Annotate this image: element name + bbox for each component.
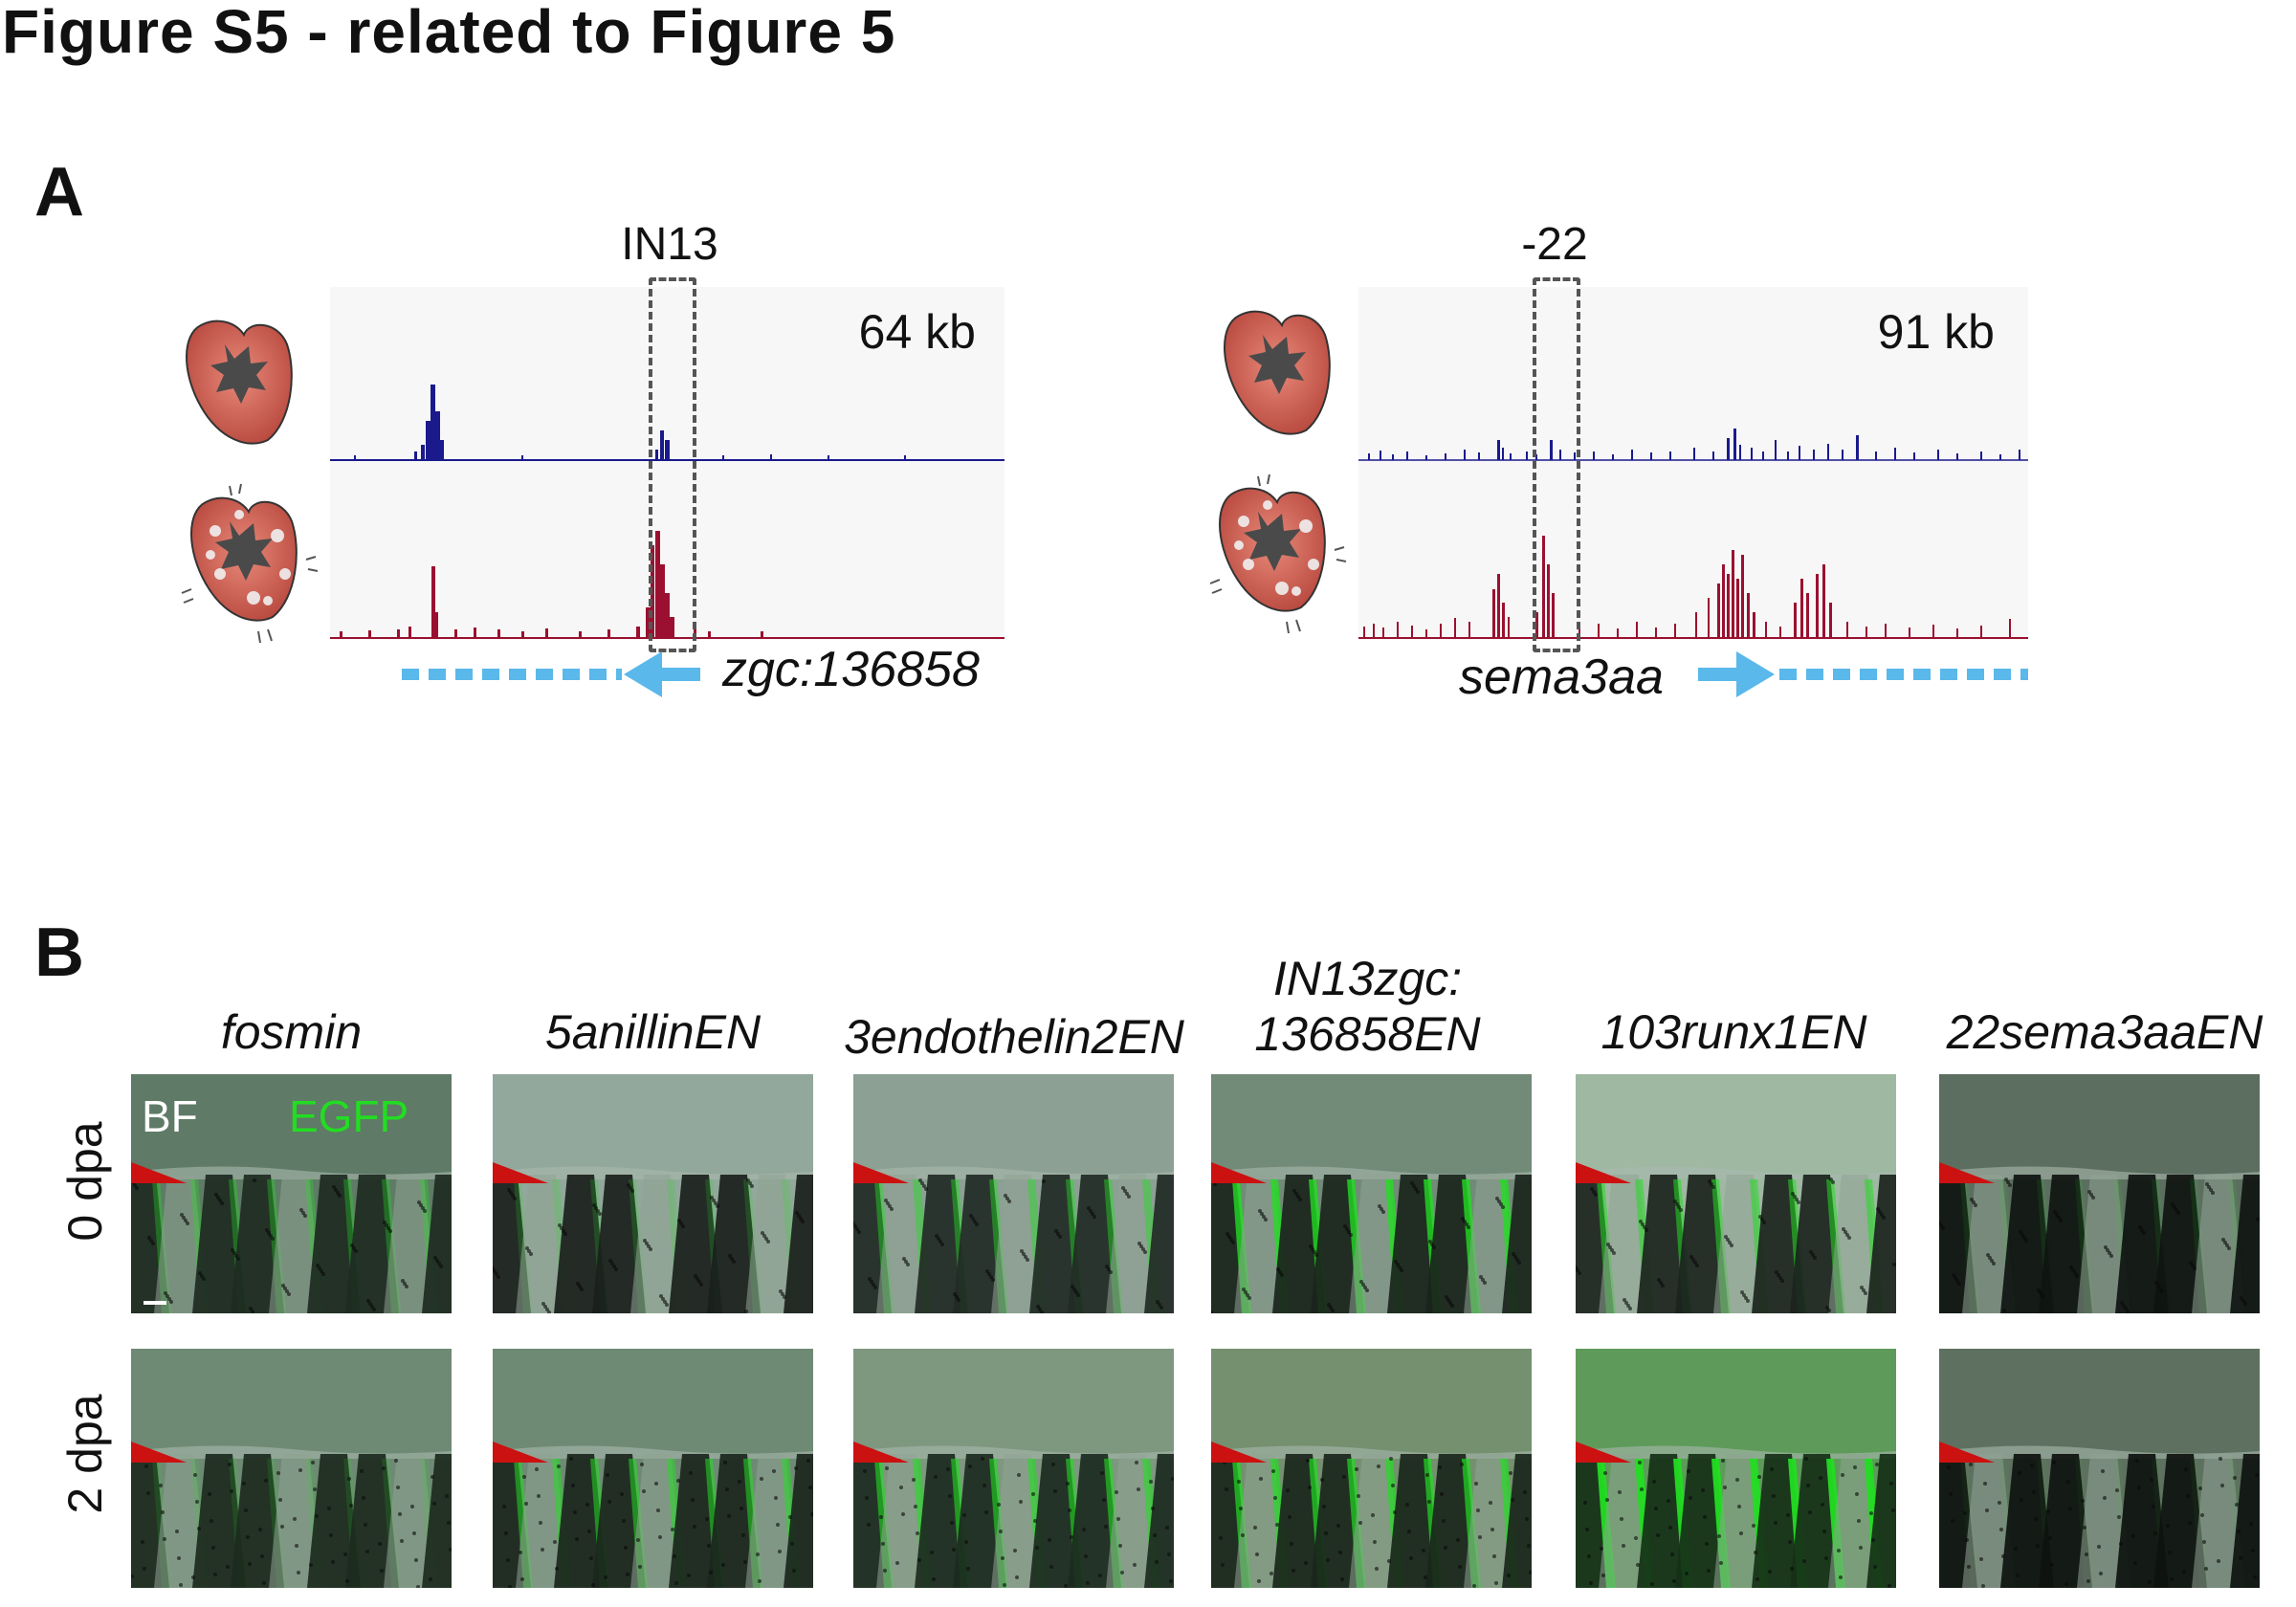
amputation-plane-marker — [1939, 1162, 1995, 1183]
figure-title: Figure S5 - related to Figure 5 — [2, 0, 896, 66]
peak-tracks-right — [1358, 429, 2028, 639]
region-highlight-box-left — [649, 277, 696, 652]
column-label-IN13zgc-136858EN: IN13zgc: 136858EN — [1254, 952, 1481, 1061]
micrograph-IN13zgc-136858EN-0dpa — [1211, 1074, 1532, 1313]
gene-arrow-left — [402, 651, 700, 697]
row-label-0dpa: 0 dpa — [58, 1121, 112, 1242]
micrograph-22sema3aaEN-0dpa — [1939, 1074, 2260, 1313]
panel-b-letter: B — [34, 914, 84, 991]
amputation-plane-marker — [1576, 1442, 1631, 1463]
amputation-plane-marker — [1211, 1442, 1267, 1463]
scale-bar — [144, 1301, 166, 1305]
egfp-channel-label: EGFP — [289, 1091, 409, 1141]
micrograph-22sema3aaEN-2dpa — [1939, 1349, 2260, 1588]
micrograph-5anillinEN-2dpa — [493, 1349, 813, 1588]
amputation-plane-marker — [493, 1162, 548, 1183]
micrograph-IN13zgc-136858EN-2dpa — [1211, 1349, 1532, 1588]
amputation-plane-marker — [1211, 1162, 1267, 1183]
column-label-5anillinEN: 5anillinEN — [544, 1005, 762, 1059]
panel-a-letter: A — [34, 154, 84, 231]
micrograph-fosmin-2dpa — [131, 1349, 452, 1588]
amputation-plane-marker — [131, 1442, 187, 1463]
track-uninjured-left — [330, 287, 1004, 461]
amputation-plane-marker — [1576, 1162, 1631, 1183]
bf-channel-label: BF — [142, 1091, 198, 1141]
regenerating-heart-icon — [1209, 473, 1347, 634]
column-label-fosmin: fosmin — [220, 1005, 363, 1059]
regenerating-heart-icon — [181, 483, 319, 644]
micrograph-3endothelin2EN-2dpa — [853, 1349, 1174, 1588]
region-label-right: -22 — [1521, 219, 1588, 270]
micrograph-103runx1EN-2dpa — [1576, 1349, 1896, 1588]
region-label-left: IN13 — [621, 219, 718, 270]
peak-tracks-left — [330, 385, 1004, 639]
gene-label-left: zgc:136858 — [722, 642, 980, 697]
gene-label-right: sema3aa — [1459, 649, 1664, 705]
uninjured-heart-icon — [186, 319, 293, 445]
track-group-right: -22 91 kb sema3aa — [1201, 219, 2028, 708]
span-label-left: 64 kb — [858, 305, 976, 359]
amputation-plane-marker — [493, 1442, 548, 1463]
amputation-plane-marker — [131, 1162, 187, 1183]
gene-arrow-right — [1698, 651, 2028, 697]
column-label-3endothelin2EN: 3endothelin2EN — [844, 1010, 1184, 1064]
amputation-plane-marker — [853, 1162, 909, 1183]
row-label-2dpa: 2 dpa — [58, 1394, 112, 1514]
track-regenerating-right — [1358, 461, 2028, 638]
amputation-plane-marker — [853, 1442, 909, 1463]
micrograph-3endothelin2EN-0dpa — [853, 1074, 1174, 1313]
column-label-103runx1EN: 103runx1EN — [1601, 1005, 1867, 1059]
column-label-22sema3aaEN: 22sema3aaEN — [1946, 1005, 2263, 1059]
track-uninjured-right — [1358, 287, 2028, 461]
micrograph-5anillinEN-0dpa — [493, 1074, 813, 1313]
uninjured-heart-icon — [1224, 310, 1331, 435]
micrograph-103runx1EN-0dpa — [1576, 1074, 1896, 1313]
amputation-plane-marker — [1939, 1442, 1995, 1463]
span-label-right: 91 kb — [1877, 305, 1995, 359]
track-group-left: IN13 64 kb zgc:136858 — [172, 219, 1004, 708]
micrograph-fosmin-0dpa — [131, 1074, 452, 1313]
region-highlight-box-right — [1533, 277, 1580, 652]
